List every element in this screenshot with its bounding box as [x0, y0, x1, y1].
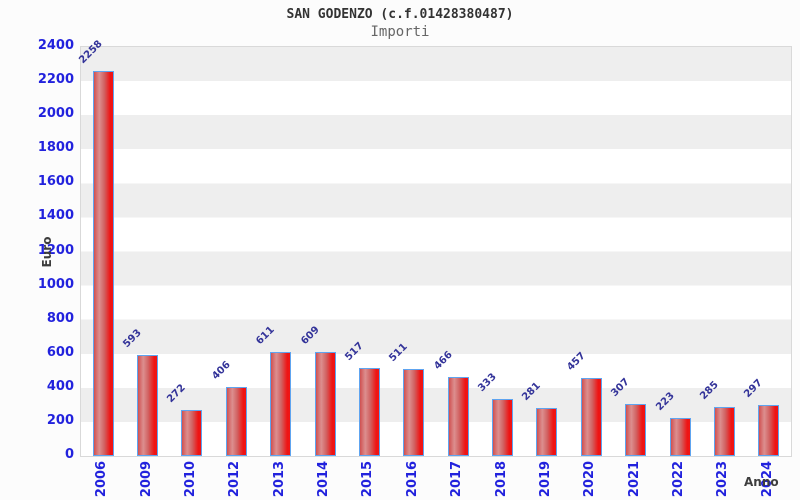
bar-2023: [713, 407, 735, 456]
y-tick-label: 200: [46, 412, 74, 428]
bar-value-label: 285: [698, 379, 721, 403]
x-tick-label: 2023: [715, 460, 731, 498]
bar-value-label: 406: [210, 359, 233, 382]
bar-2019: [536, 408, 558, 456]
y-axis-title: Euro: [40, 236, 54, 268]
bar-value-label: 511: [387, 341, 411, 364]
x-tick-label: 2010: [182, 460, 198, 498]
x-tick-label: 2018: [493, 460, 509, 498]
y-tick-label: 800: [46, 310, 74, 326]
bar-value-label: 611: [254, 324, 277, 347]
x-tick-label: 2006: [94, 460, 110, 498]
y-tick-label: 1400: [37, 208, 74, 224]
x-tick-label: 2016: [404, 460, 420, 498]
y-tick-label: 1800: [37, 140, 74, 156]
bar-value-label: 223: [653, 390, 677, 413]
x-tick-label: 2017: [449, 460, 465, 498]
y-tick-label: 2000: [37, 106, 74, 122]
x-tick-label: 2015: [360, 460, 376, 498]
bar-2020: [580, 378, 602, 456]
y-tick-label: 400: [46, 378, 74, 394]
bar-2016: [403, 368, 425, 456]
bar-value-label: 593: [121, 327, 144, 350]
bar-value-label: 272: [165, 382, 189, 405]
bar-2012: [225, 386, 247, 456]
bar-value-label: 457: [565, 350, 588, 374]
x-tick-label: 2019: [537, 460, 553, 498]
chart-subtitle: Importi: [370, 24, 430, 40]
y-tick-label: 1000: [37, 276, 74, 292]
x-tick-label: 2013: [271, 460, 287, 498]
plot-area: 2258 593 272 406 611 609 517 511 466 333 281 457 307…: [77, 39, 792, 457]
bar-2021: [625, 403, 647, 456]
bar-2015: [358, 367, 380, 456]
x-tick-label: 2021: [626, 460, 642, 498]
bar-value-label: 2258: [76, 38, 105, 67]
y-tick-label: 0: [64, 447, 74, 462]
bar-2010: [181, 409, 203, 456]
bar-value-label: 307: [609, 376, 632, 399]
bar-2022: [669, 418, 691, 456]
bar-2006: [92, 71, 114, 456]
x-axis-title: Anno: [744, 475, 779, 489]
x-tick-label: 2022: [671, 460, 687, 498]
bar-value-label: 466: [431, 349, 455, 372]
y-tick-label: 600: [46, 344, 74, 360]
x-tick-label: 2009: [138, 460, 154, 498]
x-tick-label: 2014: [316, 460, 332, 498]
bar-value-label: 281: [520, 380, 544, 404]
bar-value-label: 333: [476, 371, 499, 395]
bar-2018: [492, 399, 514, 456]
x-tick-label: 2020: [582, 460, 598, 498]
bar-2013: [270, 351, 292, 456]
bar-2009: [137, 354, 159, 456]
y-tick-label: 1200: [37, 242, 74, 258]
y-tick-label: 2400: [37, 38, 74, 53]
bar-value-label: 297: [742, 377, 766, 401]
y-tick-label: 1600: [37, 174, 74, 190]
bar-2024: [758, 405, 780, 456]
bar-value-label: 609: [298, 324, 322, 348]
chart-title: SAN GODENZO (c.f.01428380487): [286, 7, 514, 22]
y-tick-label: 2200: [37, 72, 74, 88]
bar-value-label: 517: [343, 340, 366, 363]
bar-2014: [314, 352, 336, 456]
bar-2017: [447, 376, 469, 456]
x-tick-label: 2012: [227, 460, 243, 498]
